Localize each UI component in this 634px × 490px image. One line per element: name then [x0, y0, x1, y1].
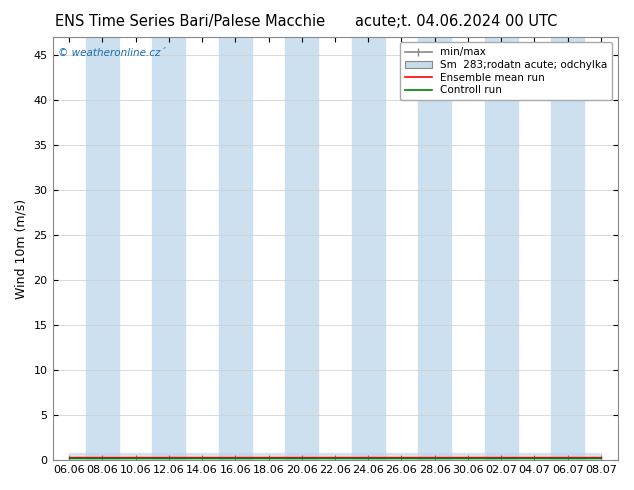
Bar: [219, 37, 252, 460]
Bar: [418, 37, 451, 460]
Text: © weatheronline.cz´: © weatheronline.cz´: [58, 48, 166, 58]
Text: ENS Time Series Bari/Palese Macchie: ENS Time Series Bari/Palese Macchie: [55, 14, 325, 29]
Y-axis label: Wind 10m (m/s): Wind 10m (m/s): [15, 198, 28, 299]
Bar: [285, 37, 318, 460]
Text: acute;t. 04.06.2024 00 UTC: acute;t. 04.06.2024 00 UTC: [355, 14, 558, 29]
Bar: [484, 37, 518, 460]
Legend: min/max, Sm  283;rodatn acute; odchylka, Ensemble mean run, Controll run: min/max, Sm 283;rodatn acute; odchylka, …: [400, 42, 612, 100]
Bar: [152, 37, 186, 460]
Bar: [86, 37, 119, 460]
Bar: [551, 37, 585, 460]
Bar: [352, 37, 385, 460]
